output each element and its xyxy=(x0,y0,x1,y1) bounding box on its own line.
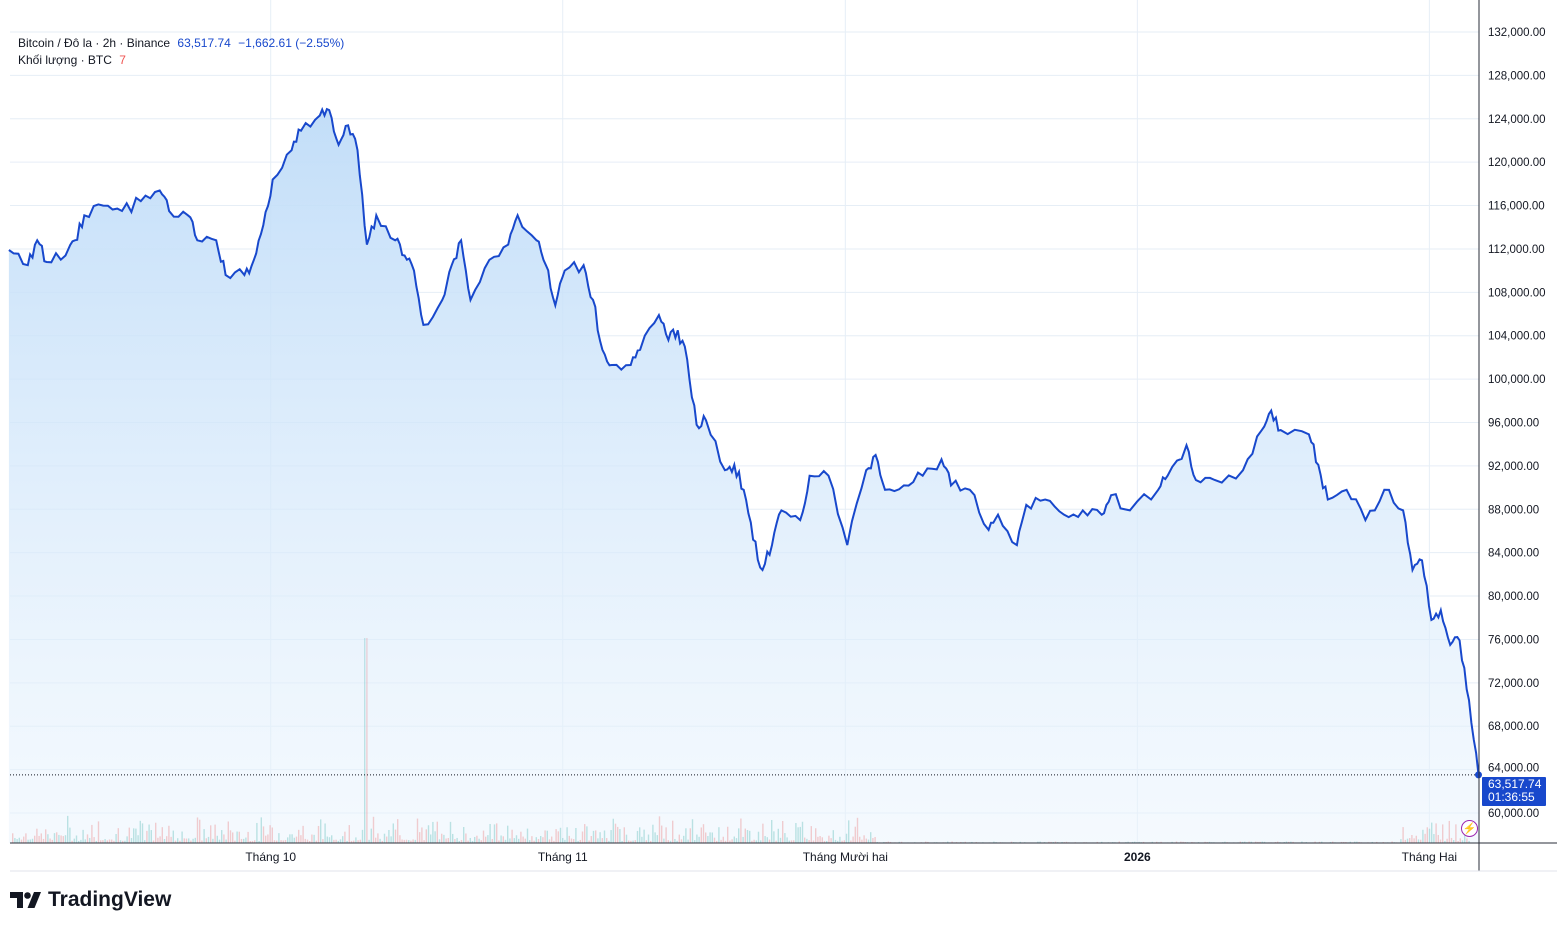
y-tick-label: 60,000.00 xyxy=(1488,808,1539,820)
x-tick-label: 2026 xyxy=(1124,850,1151,864)
y-axis: 132,000.00 128,000.00 124,000.00 120,000.00… xyxy=(1488,27,1546,820)
last-price-label: 63,517.74 01:36:55 xyxy=(1482,777,1546,806)
y-tick-label: 72,000.00 xyxy=(1488,678,1539,690)
last-price-value: 63,517.74 xyxy=(1488,777,1542,791)
symbol-row: Bitcoin / Đô la · 2h · Binance 63,517.74… xyxy=(18,35,344,52)
y-tick-label: 128,000.00 xyxy=(1488,70,1546,82)
y-tick-label: 88,000.00 xyxy=(1488,504,1539,516)
y-tick-label: 84,000.00 xyxy=(1488,548,1539,560)
last-price-dot xyxy=(1474,771,1482,779)
y-tick-label: 76,000.00 xyxy=(1488,634,1539,646)
y-tick-label: 100,000.00 xyxy=(1488,374,1546,386)
y-tick-label: 104,000.00 xyxy=(1488,331,1546,343)
price-chart[interactable]: 132,000.00 128,000.00 124,000.00 120,000.00… xyxy=(0,0,1567,880)
x-tick-label: Tháng 10 xyxy=(245,850,296,864)
y-tick-label: 64,000.00 xyxy=(1488,763,1539,775)
y-tick-label: 124,000.00 xyxy=(1488,114,1546,126)
chart-legend: Bitcoin / Đô la · 2h · Binance 63,517.74… xyxy=(18,35,344,69)
brand-name: TradingView xyxy=(48,888,172,911)
price-line xyxy=(8,106,1480,775)
tradingview-logo[interactable]: TradingView xyxy=(10,888,171,912)
y-tick-label: 108,000.00 xyxy=(1488,287,1546,299)
y-tick-label: 112,000.00 xyxy=(1488,244,1545,256)
lightning-icon[interactable]: ⚡ xyxy=(1461,820,1478,837)
y-tick-label: 96,000.00 xyxy=(1488,418,1539,430)
y-tick-label: 120,000.00 xyxy=(1488,157,1546,169)
y-tick-label: 68,000.00 xyxy=(1488,721,1539,733)
x-tick-label: Tháng Mười hai xyxy=(803,850,888,864)
x-axis: Tháng 10 Tháng 11 Tháng Mười hai 2026 Tháng … xyxy=(245,850,1457,864)
y-tick-label: 116,000.00 xyxy=(1488,201,1545,213)
y-tick-label: 80,000.00 xyxy=(1488,591,1539,603)
last-price: 63,517.74 xyxy=(177,36,231,50)
volume-value: 7 xyxy=(119,53,126,67)
price-area xyxy=(8,109,1479,844)
symbol-info[interactable]: Bitcoin / Đô la · 2h · Binance xyxy=(18,36,171,50)
price-change: −1,662.61 (−2.55%) xyxy=(238,36,345,50)
x-tick-label: Tháng Hai xyxy=(1402,850,1457,864)
tradingview-logo-icon xyxy=(10,892,41,908)
x-tick-label: Tháng 11 xyxy=(538,850,588,864)
y-tick-label: 92,000.00 xyxy=(1488,461,1539,473)
bar-countdown: 01:36:55 xyxy=(1488,790,1535,804)
volume-label[interactable]: Khối lượng · BTC xyxy=(18,53,112,67)
volume-row: Khối lượng · BTC 7 xyxy=(18,52,344,69)
y-tick-label: 132,000.00 xyxy=(1488,27,1546,39)
